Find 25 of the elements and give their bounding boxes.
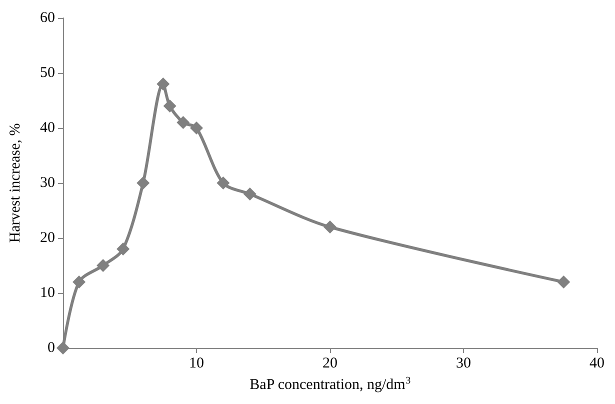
point xyxy=(56,342,70,354)
x-tick-label: 40 xyxy=(590,356,604,372)
point xyxy=(156,78,170,90)
y-tick-label: 0 xyxy=(48,340,55,356)
point xyxy=(72,276,86,288)
y-tick-label: 10 xyxy=(40,285,55,301)
point xyxy=(190,122,203,134)
point xyxy=(243,188,256,200)
point xyxy=(96,259,110,272)
x-tick-label: 10 xyxy=(189,356,204,372)
y-tick-label: 30 xyxy=(40,175,55,191)
point xyxy=(116,242,130,256)
y-tick-label: 50 xyxy=(40,65,55,81)
y-tick-label: 60 xyxy=(40,10,55,26)
y-axis-title: Harvest increase, % xyxy=(8,123,24,243)
point xyxy=(176,116,190,129)
point xyxy=(216,176,230,190)
y-tick-label: 20 xyxy=(40,230,55,246)
y-tick-label: 40 xyxy=(40,120,55,136)
point xyxy=(163,100,176,112)
point xyxy=(324,220,336,234)
point xyxy=(136,176,150,190)
point xyxy=(557,276,570,288)
x-tick-label: 20 xyxy=(322,356,338,372)
x-tick-label: 30 xyxy=(456,356,471,372)
